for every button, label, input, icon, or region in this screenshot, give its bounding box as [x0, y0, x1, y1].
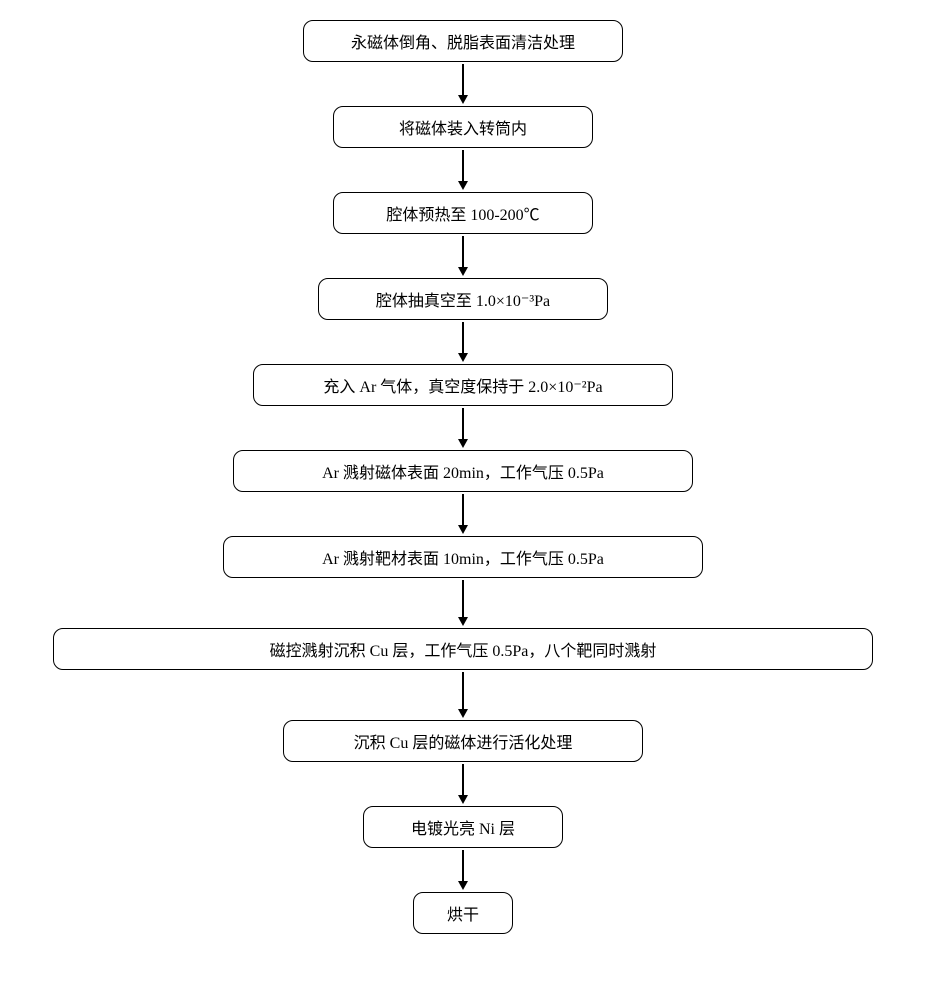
arrow-4 — [458, 322, 468, 362]
step-label: 充入 Ar 气体，真空度保持于 2.0×10⁻²Pa — [323, 379, 602, 396]
step-label: 沉积 Cu 层的磁体进行活化处理 — [354, 735, 573, 752]
arrow-line — [462, 672, 464, 710]
arrow-2 — [458, 150, 468, 190]
flow-step-3: 腔体预热至 100-200℃ — [333, 192, 593, 234]
arrow-head-icon — [458, 181, 468, 190]
arrow-6 — [458, 494, 468, 534]
arrow-head-icon — [458, 95, 468, 104]
arrow-1 — [458, 64, 468, 104]
arrow-head-icon — [458, 525, 468, 534]
step-label: 永磁体倒角、脱脂表面清洁处理 — [351, 35, 575, 52]
arrow-line — [462, 408, 464, 440]
arrow-head-icon — [458, 617, 468, 626]
flow-step-2: 将磁体装入转筒内 — [333, 106, 593, 148]
flow-step-6: Ar 溅射磁体表面 20min，工作气压 0.5Pa — [233, 450, 693, 492]
flow-step-1: 永磁体倒角、脱脂表面清洁处理 — [303, 20, 623, 62]
step-label: 腔体预热至 100-200℃ — [386, 207, 539, 224]
arrow-head-icon — [458, 881, 468, 890]
flow-step-9: 沉积 Cu 层的磁体进行活化处理 — [283, 720, 643, 762]
flow-step-4: 腔体抽真空至 1.0×10⁻³Pa — [318, 278, 608, 320]
step-label: 将磁体装入转筒内 — [399, 121, 527, 138]
flow-step-8: 磁控溅射沉积 Cu 层，工作气压 0.5Pa，八个靶同时溅射 — [53, 628, 873, 670]
arrow-line — [462, 322, 464, 354]
arrow-line — [462, 764, 464, 796]
step-label: 腔体抽真空至 1.0×10⁻³Pa — [376, 293, 550, 310]
arrow-line — [462, 580, 464, 618]
arrow-head-icon — [458, 267, 468, 276]
flow-step-7: Ar 溅射靶材表面 10min，工作气压 0.5Pa — [223, 536, 703, 578]
arrow-8 — [458, 672, 468, 718]
flowchart-container: 永磁体倒角、脱脂表面清洁处理将磁体装入转筒内腔体预热至 100-200℃ 腔体抽真… — [0, 20, 926, 934]
arrow-5 — [458, 408, 468, 448]
step-label: 磁控溅射沉积 Cu 层，工作气压 0.5Pa，八个靶同时溅射 — [270, 643, 657, 660]
flow-step-11: 烘干 — [413, 892, 513, 934]
step-label: 电镀光亮 Ni 层 — [411, 821, 515, 838]
arrow-line — [462, 236, 464, 268]
arrow-head-icon — [458, 439, 468, 448]
flow-step-10: 电镀光亮 Ni 层 — [363, 806, 563, 848]
arrow-7 — [458, 580, 468, 626]
step-label: Ar 溅射靶材表面 10min，工作气压 0.5Pa — [322, 551, 604, 568]
arrow-line — [462, 150, 464, 182]
step-label: Ar 溅射磁体表面 20min，工作气压 0.5Pa — [322, 465, 604, 482]
step-label: 烘干 — [447, 907, 479, 924]
arrow-head-icon — [458, 795, 468, 804]
flow-step-5: 充入 Ar 气体，真空度保持于 2.0×10⁻²Pa — [253, 364, 673, 406]
arrow-9 — [458, 764, 468, 804]
arrow-head-icon — [458, 709, 468, 718]
arrow-line — [462, 64, 464, 96]
arrow-head-icon — [458, 353, 468, 362]
arrow-line — [462, 850, 464, 882]
arrow-line — [462, 494, 464, 526]
arrow-10 — [458, 850, 468, 890]
arrow-3 — [458, 236, 468, 276]
